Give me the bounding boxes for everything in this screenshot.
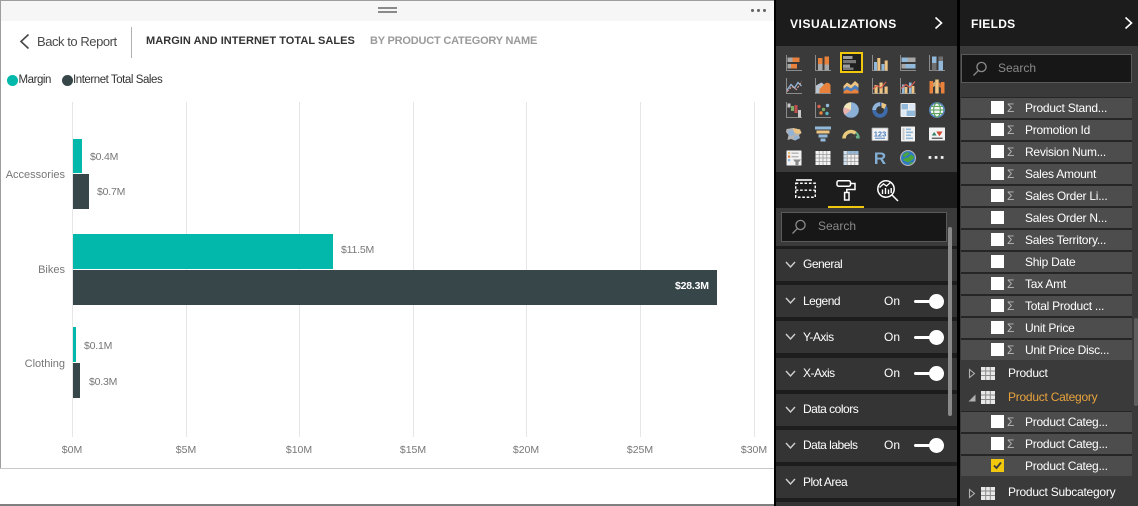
svg-text:R: R [874,149,886,167]
svg-text:123: 123 [874,130,887,139]
